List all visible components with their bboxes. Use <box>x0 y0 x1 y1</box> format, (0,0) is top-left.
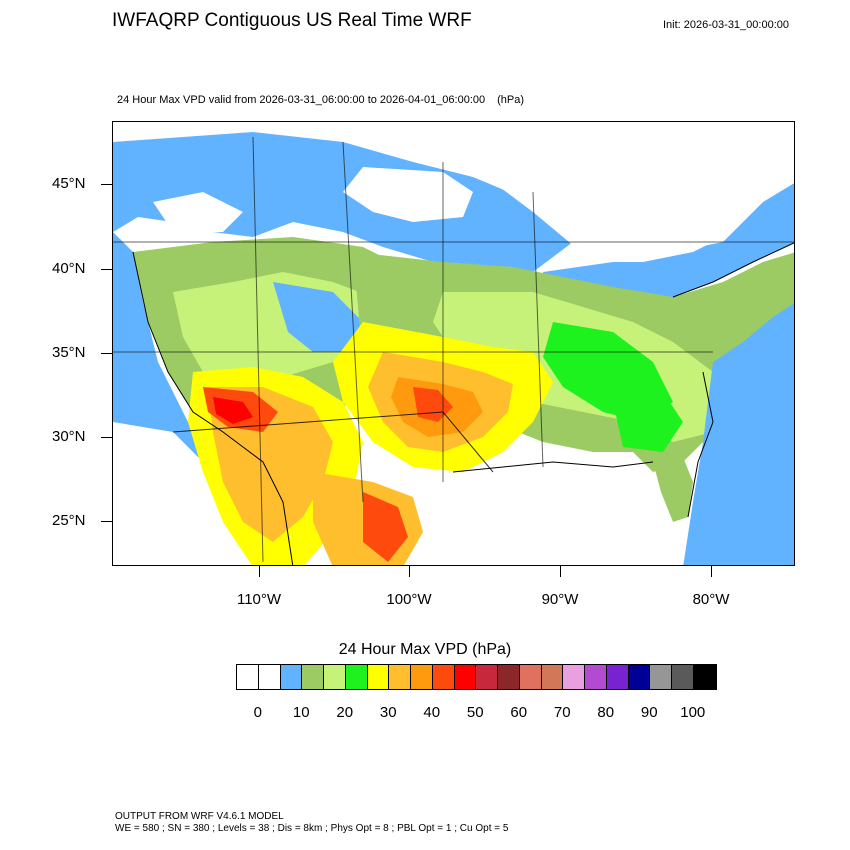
colorbar-swatch <box>498 665 520 689</box>
colorbar-swatch <box>324 665 346 689</box>
colorbar-tick-label: 100 <box>680 704 706 721</box>
lon-tick <box>560 566 561 577</box>
model-info: OUTPUT FROM WRF V4.6.1 MODEL <box>115 811 284 822</box>
colorbar-tick-label: 80 <box>597 704 615 721</box>
colorbar <box>236 664 717 690</box>
colorbar-swatch <box>650 665 672 689</box>
field-subtitle: 24 Hour Max VPD valid from 2026-03-31_06… <box>117 94 524 106</box>
colorbar-tick-label: 10 <box>292 704 310 721</box>
colorbar-tick-label: 40 <box>423 704 441 721</box>
low-vpd-northeast <box>543 183 794 302</box>
lon-tick <box>259 566 260 577</box>
lon-label-110w: 110°W <box>236 591 282 608</box>
colorbar-title: 24 Hour Max VPD (hPa) <box>338 641 512 658</box>
lat-tick <box>101 521 112 522</box>
colorbar-swatch <box>411 665 433 689</box>
colorbar-swatch <box>258 665 281 689</box>
colorbar-tick-label: 0 <box>253 704 262 721</box>
gulf-of-mexico <box>443 462 673 565</box>
lat-label-45n: 45°N <box>52 175 86 192</box>
low-vpd-north <box>113 132 573 272</box>
colorbar-swatch <box>237 665 259 689</box>
colorbar-tick-label: 60 <box>510 704 528 721</box>
colorbar-swatch <box>345 665 368 689</box>
white-northern-plains <box>343 167 473 222</box>
pacific-white <box>113 422 263 565</box>
colorbar-swatch <box>693 665 716 689</box>
map-panel <box>112 121 795 566</box>
lat-tick <box>101 437 112 438</box>
white-northwest <box>153 192 243 232</box>
lon-tick <box>409 566 410 577</box>
lon-label-80w: 80°W <box>692 591 730 608</box>
subtitle-text: 24 Hour Max VPD valid from 2026-03-31_06… <box>117 94 486 106</box>
atlantic-ocean <box>683 303 794 565</box>
lat-label-40n: 40°N <box>52 260 86 277</box>
colorbar-swatch <box>672 665 694 689</box>
lat-tick <box>101 269 112 270</box>
init-time: Init: 2026-03-31_00:00:00 <box>663 19 789 31</box>
white-great-lakes <box>493 177 733 262</box>
colorbar-tick-label: 70 <box>553 704 571 721</box>
florida <box>653 457 693 522</box>
colorbar-tick-label: 50 <box>466 704 484 721</box>
colorbar-swatch <box>606 665 629 689</box>
colorbar-swatch <box>367 665 390 689</box>
colorbar-tick-label: 30 <box>379 704 397 721</box>
colorbar-swatch <box>389 665 411 689</box>
mexico-red <box>363 492 408 562</box>
subtitle-unit: (hPa) <box>497 94 525 106</box>
colorbar-swatch <box>563 665 585 689</box>
colorbar-swatch <box>541 665 564 689</box>
lat-tick <box>101 184 112 185</box>
colorbar-swatch <box>519 665 542 689</box>
colorbar-tick-label: 20 <box>336 704 354 721</box>
plot-title: IWFAQRP Contiguous US Real Time WRF <box>112 10 472 31</box>
lon-label-90w: 90°W <box>541 591 579 608</box>
lat-label-30n: 30°N <box>52 428 86 445</box>
colorbar-swatch <box>302 665 324 689</box>
colorbar-swatch <box>432 665 455 689</box>
colorbar-swatch <box>476 665 498 689</box>
colorbar-tick-label: 90 <box>640 704 658 721</box>
model-settings: WE = 580 ; SN = 380 ; Levels = 38 ; Dis … <box>115 823 509 834</box>
rockies-low <box>273 282 363 352</box>
lon-label-100w: 100°W <box>386 591 432 608</box>
border-lines <box>113 136 794 565</box>
lat-tick <box>101 353 112 354</box>
southwest-red <box>213 397 253 424</box>
colorbar-swatch <box>280 665 303 689</box>
lat-label-35n: 35°N <box>52 344 86 361</box>
colorbar-swatch <box>454 665 477 689</box>
lon-tick <box>711 566 712 577</box>
vpd-map <box>113 122 794 565</box>
colorbar-swatch <box>585 665 607 689</box>
georgia-green <box>613 392 683 452</box>
lat-label-25n: 25°N <box>52 512 86 529</box>
colorbar-swatch <box>628 665 651 689</box>
